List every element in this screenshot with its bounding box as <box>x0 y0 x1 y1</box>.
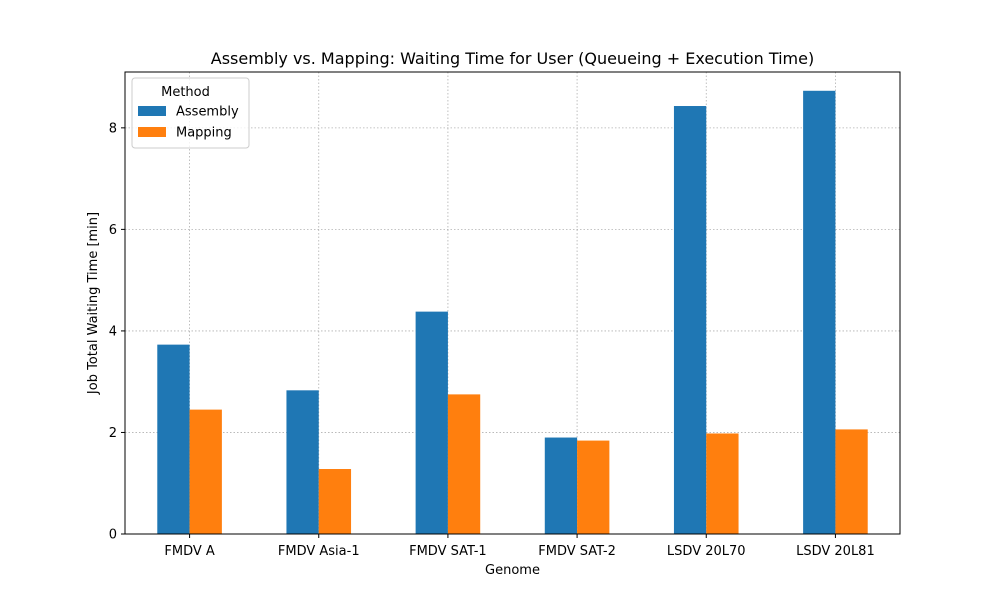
x-tick-label: FMDV SAT-2 <box>538 544 616 559</box>
bar-assembly-fmdv-a <box>157 344 190 534</box>
bar-mapping-fmdv-sat-2 <box>577 440 610 534</box>
legend-swatch-assembly <box>138 106 166 116</box>
bar-assembly-fmdv-sat-1 <box>415 311 448 534</box>
x-tick-label: FMDV SAT-1 <box>409 544 487 559</box>
legend-title: Method <box>161 85 210 100</box>
bar-assembly-fmdv-sat-2 <box>544 437 578 534</box>
plot-area-frame <box>124 71 901 535</box>
legend-swatch-mapping <box>138 127 166 137</box>
bar-mapping-lsdv-20l70 <box>706 433 739 534</box>
x-tick-label: LSDV 20L81 <box>796 544 875 559</box>
bar-mapping-fmdv-asia-1 <box>318 469 352 534</box>
y-tick-label: 2 <box>109 426 117 441</box>
legend-label-mapping: Mapping <box>176 126 232 141</box>
y-tick-label: 6 <box>109 223 117 238</box>
x-tick-label: LSDV 20L70 <box>667 544 746 559</box>
bar-assembly-lsdv-20l81 <box>803 90 836 535</box>
y-axis-label: Job Total Waiting Time [min] <box>86 212 101 395</box>
x-tick-label: FMDV A <box>164 544 215 559</box>
bar-mapping-fmdv-sat-1 <box>447 394 481 534</box>
y-tick-label: 8 <box>109 121 117 136</box>
bars <box>157 90 868 535</box>
y-tick-label: 0 <box>109 528 117 543</box>
bar-assembly-lsdv-20l70 <box>673 106 707 534</box>
bar-assembly-fmdv-asia-1 <box>286 390 319 534</box>
chart-title: Assembly vs. Mapping: Waiting Time for U… <box>211 49 814 68</box>
x-axis-label: Genome <box>485 563 540 578</box>
x-axis-ticks: FMDV A FMDV Asia-1 FMDV SAT-1 FMDV SAT-2 LSD… <box>164 534 875 559</box>
bar-mapping-lsdv-20l81 <box>835 429 868 534</box>
legend-label-assembly: Assembly <box>176 105 239 120</box>
y-axis-ticks: 0 2 4 6 8 <box>109 121 125 543</box>
bar-mapping-fmdv-a <box>189 409 222 534</box>
legend: Method Assembly Mapping <box>131 77 250 149</box>
y-tick-label: 4 <box>109 324 117 339</box>
x-tick-label: FMDV Asia-1 <box>278 544 360 559</box>
